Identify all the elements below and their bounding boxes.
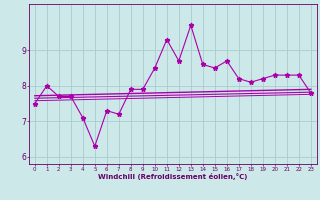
X-axis label: Windchill (Refroidissement éolien,°C): Windchill (Refroidissement éolien,°C) bbox=[98, 173, 247, 180]
